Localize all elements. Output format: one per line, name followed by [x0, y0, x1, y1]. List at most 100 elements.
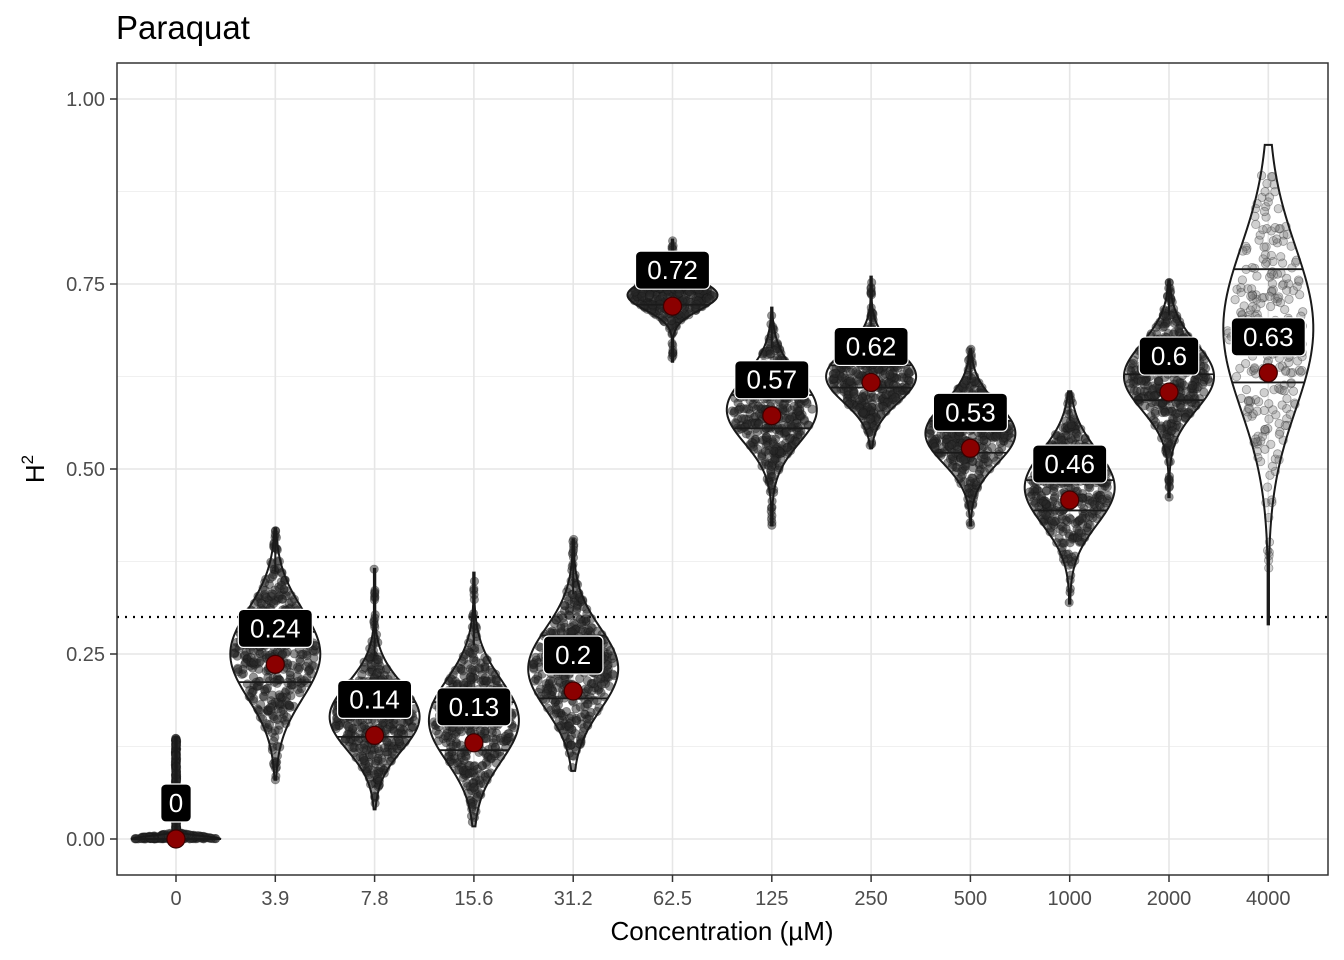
mean-point	[1159, 382, 1179, 402]
jitter-point	[1272, 269, 1283, 279]
jitter-point	[264, 719, 275, 730]
jitter-point	[389, 726, 399, 736]
jitter-point	[952, 462, 962, 473]
jitter-point	[265, 702, 275, 713]
jitter-point	[1041, 499, 1051, 509]
jitter-point	[533, 675, 543, 686]
mean-label-0: 0	[160, 783, 192, 823]
mean-label-text: 0.14	[349, 684, 400, 714]
jitter-point	[1058, 522, 1068, 532]
jitter-point	[1149, 391, 1159, 401]
jitter-point	[1071, 428, 1082, 439]
jitter-point	[784, 434, 795, 444]
jitter-point	[495, 733, 506, 743]
jitter-point	[1049, 516, 1059, 526]
jitter-point	[666, 315, 677, 326]
jitter-point	[925, 429, 935, 439]
jitter-point	[1088, 497, 1098, 507]
chart-title: Paraquat	[116, 9, 250, 46]
jitter-point	[575, 702, 585, 712]
jitter-point	[274, 690, 284, 700]
mean-point	[1258, 363, 1278, 383]
jitter-point	[482, 676, 492, 686]
jitter-point	[966, 373, 977, 383]
jitter-point	[247, 688, 257, 698]
mean-point	[662, 296, 683, 316]
jitter-point	[1297, 366, 1307, 376]
mean-point	[265, 654, 285, 674]
jitter-point	[254, 664, 264, 674]
jitter-point	[276, 580, 287, 590]
jitter-point	[947, 440, 957, 450]
jitter-point	[1266, 439, 1276, 449]
jitter-point	[567, 627, 577, 637]
jitter-point	[1172, 413, 1182, 423]
jitter-point	[890, 392, 900, 402]
jitter-point	[454, 765, 464, 775]
jitter-point	[761, 432, 772, 442]
jitter-point	[269, 569, 279, 580]
violin-group-2000	[1123, 277, 1215, 502]
jitter-point	[965, 476, 975, 486]
jitter-point	[1273, 204, 1283, 214]
jitter-point	[1281, 366, 1291, 376]
jitter-point	[904, 368, 914, 378]
jitter-point	[674, 288, 684, 298]
jitter-point	[434, 729, 444, 739]
jitter-point	[1083, 482, 1093, 492]
jitter-point	[1188, 381, 1198, 391]
jitter-point	[1267, 495, 1277, 505]
violin-group-125	[725, 306, 818, 530]
jitter-point	[303, 666, 314, 676]
jitter-point	[344, 722, 354, 732]
jitter-point	[455, 725, 465, 735]
jitter-point	[853, 376, 863, 386]
jitter-point	[570, 729, 581, 739]
jitter-point	[1264, 399, 1274, 409]
jitter-point	[739, 414, 749, 424]
jitter-point	[1259, 242, 1269, 252]
jitter-point	[464, 647, 474, 657]
jitter-point	[1058, 538, 1068, 548]
jitter-point	[1222, 326, 1233, 336]
jitter-point	[292, 671, 302, 681]
jitter-point	[1251, 434, 1261, 444]
jitter-point	[830, 368, 841, 378]
jitter-point	[871, 393, 881, 403]
jitter-point	[858, 407, 868, 417]
jitter-point	[477, 761, 487, 771]
jitter-point	[885, 370, 895, 380]
mean-point	[762, 406, 782, 426]
jitter-point	[1177, 378, 1187, 388]
jitter-point	[1264, 414, 1274, 424]
jitter-point	[1136, 376, 1146, 386]
jitter-point	[409, 716, 419, 726]
jitter-point	[1279, 386, 1289, 396]
jitter-point	[1079, 504, 1089, 514]
jitter-point	[1074, 526, 1084, 536]
violin-group-500	[924, 344, 1017, 530]
jitter-point	[1050, 492, 1060, 502]
jitter-point	[476, 769, 486, 779]
jitter-point	[1293, 275, 1304, 285]
jitter-point	[1255, 230, 1265, 240]
jitter-point	[1251, 219, 1261, 229]
jitter-point	[1275, 298, 1286, 308]
mean-label-3.9: 0.24	[237, 608, 313, 648]
jitter-point	[747, 402, 758, 412]
jitter-point	[1198, 368, 1208, 378]
jitter-point	[456, 740, 466, 750]
jitter-point	[469, 783, 479, 793]
jitter-point	[249, 657, 259, 667]
mean-label-7.8: 0.14	[337, 679, 413, 720]
jitter-point	[272, 678, 282, 688]
jitter-point	[1260, 425, 1270, 435]
jitter-point	[729, 408, 739, 418]
jitter-point	[1246, 291, 1256, 301]
jitter-point	[753, 419, 764, 429]
jitter-point	[277, 594, 287, 604]
jitter-point	[1237, 275, 1247, 285]
mean-point	[166, 829, 186, 849]
jitter-point	[1277, 400, 1287, 410]
